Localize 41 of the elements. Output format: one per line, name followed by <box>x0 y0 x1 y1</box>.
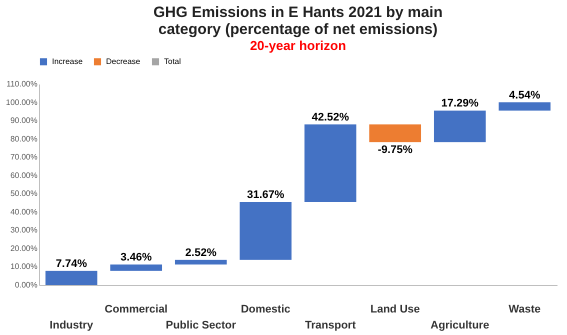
x-tick-label: Land Use <box>370 304 420 316</box>
y-tick-label: 70.00% <box>10 152 38 162</box>
legend-label: Increase <box>52 56 84 66</box>
x-tick-label: Transport <box>305 320 356 332</box>
x-tick-label: Agriculture <box>430 320 490 332</box>
data-label: 7.74% <box>56 258 88 270</box>
bar <box>110 264 162 271</box>
bar <box>304 124 356 202</box>
y-tick-label: 60.00% <box>10 170 38 180</box>
data-label: -9.75% <box>378 144 413 156</box>
data-label: 4.54% <box>509 89 540 102</box>
data-label: 3.46% <box>120 252 152 264</box>
y-tick-label: 100.00% <box>6 98 38 107</box>
data-label: 31.67% <box>246 189 284 202</box>
data-label: 42.52% <box>312 111 350 124</box>
y-tick-label: 20.00% <box>10 244 38 253</box>
chart-subtitle: 20-year horizon <box>250 38 346 53</box>
bar <box>498 102 551 111</box>
y-tick-label: 90.00% <box>10 116 38 126</box>
y-tick-label: 10.00% <box>10 262 38 272</box>
bar <box>174 260 227 265</box>
x-tick-label: Domestic <box>240 304 290 316</box>
x-tick-label: Commercial <box>104 304 168 316</box>
data-label: 17.29% <box>441 98 479 110</box>
data-label: 2.52% <box>185 246 217 259</box>
x-tick-label: Waste <box>508 304 541 316</box>
bar <box>45 270 98 285</box>
legend-label: Decrease <box>106 56 141 66</box>
bar <box>434 110 486 142</box>
y-tick-label: 50.00% <box>10 189 38 198</box>
y-tick-label: 80.00% <box>10 134 38 144</box>
y-tick-label: 0.00% <box>14 280 38 290</box>
legend-label: Total <box>164 56 182 66</box>
y-tick-label: 40.00% <box>10 207 38 216</box>
bar <box>240 202 292 260</box>
chart-title: GHG Emissions in E Hants 2021 by main category (percentage of net emissions) <box>153 4 443 38</box>
x-tick-label: Public Sector <box>166 320 237 332</box>
y-tick-label: 110.00% <box>6 80 38 88</box>
y-tick-label: 30.00% <box>10 226 38 235</box>
x-tick-label: Industry <box>50 320 94 332</box>
bar <box>369 124 422 142</box>
